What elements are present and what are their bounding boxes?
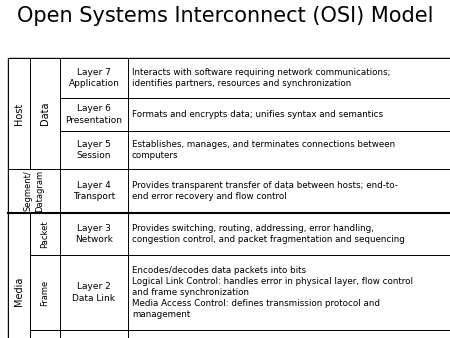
Bar (30, 213, 60, 255)
Text: Provides switching, routing, addressing, error handling,
congestion control, and: Provides switching, routing, addressing,… (132, 224, 405, 244)
Bar (128, 330, 450, 338)
Text: Open Systems Interconnect (OSI) Model: Open Systems Interconnect (OSI) Model (17, 6, 433, 26)
Bar (30, 58, 60, 169)
Bar (60, 330, 128, 338)
Text: Layer 5
Session: Layer 5 Session (77, 140, 111, 160)
Text: Encodes/decodes data packets into bits
Logical Link Control: handles error in ph: Encodes/decodes data packets into bits L… (132, 266, 413, 319)
Bar (8, 58, 30, 169)
Text: Establishes, manages, and terminates connections between
computers: Establishes, manages, and terminates con… (132, 140, 395, 160)
Text: Layer 6
Presentation: Layer 6 Presentation (66, 104, 122, 124)
Bar (128, 213, 450, 255)
Text: Layer 7
Application: Layer 7 Application (68, 68, 119, 88)
Text: Formats and encrypts data; unifies syntax and semantics: Formats and encrypts data; unifies synta… (132, 110, 383, 119)
Text: Packet: Packet (40, 220, 50, 248)
Bar (60, 98, 128, 131)
Bar (128, 98, 450, 131)
Text: Layer 4
Transport: Layer 4 Transport (73, 181, 115, 201)
Bar (8, 169, 60, 213)
Bar (30, 255, 60, 330)
Bar (60, 131, 128, 169)
Text: Interacts with software requiring network communications;
identifies partners, r: Interacts with software requiring networ… (132, 68, 391, 88)
Bar (60, 169, 128, 213)
Text: Media: Media (14, 277, 24, 306)
Bar (128, 58, 450, 98)
Text: Layer 3
Network: Layer 3 Network (75, 224, 113, 244)
Text: Provides transparent transfer of data between hosts; end-to-
end error recovery : Provides transparent transfer of data be… (132, 181, 398, 201)
Text: Segment/
Datagram: Segment/ Datagram (24, 170, 44, 212)
Text: Host: Host (14, 102, 24, 125)
Text: Layer 2
Data Link: Layer 2 Data Link (72, 283, 116, 303)
Bar (128, 255, 450, 330)
Bar (128, 169, 450, 213)
Bar (30, 330, 60, 338)
Text: Data: Data (40, 102, 50, 125)
Bar (60, 213, 128, 255)
Bar (60, 255, 128, 330)
Bar (60, 58, 128, 98)
Text: Frame: Frame (40, 280, 50, 306)
Bar (128, 131, 450, 169)
Bar (8, 213, 30, 338)
